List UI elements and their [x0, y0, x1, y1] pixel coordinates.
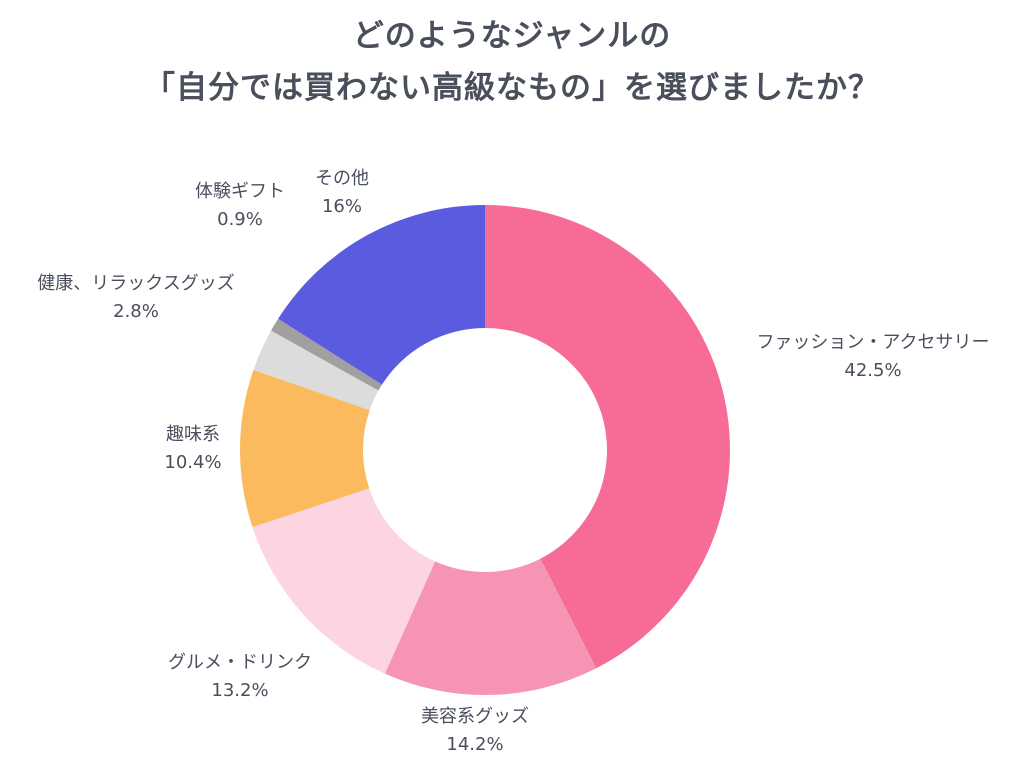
chart-title: どのようなジャンルの 「自分では買わない高級なもの」を選びましたか？: [0, 10, 1024, 114]
slice-category-label: ファッション・アクセサリー: [756, 332, 989, 353]
slice-category-label: その他: [315, 168, 369, 189]
donut-labels: ファッション・アクセサリー 42.5% 美容系グッズ 14.2% グルメ・ドリンク 13.…: [37, 168, 989, 755]
slice-category-label: 趣味系: [166, 424, 220, 445]
donut-slice-5: [253, 330, 379, 411]
slice-value-label: 2.8%: [113, 301, 159, 322]
donut-slice-1: [485, 205, 730, 669]
donut-slice-6: [271, 318, 382, 391]
slice-category-label: グルメ・ドリンク: [168, 652, 312, 673]
donut-slices: [240, 205, 730, 695]
slice-category-label: 健康、リラックスグッズ: [37, 273, 234, 294]
slice-value-label: 14.2%: [446, 734, 503, 755]
donut-slice-4: [240, 369, 370, 528]
chart-title-line-1: どのようなジャンルの: [352, 18, 672, 54]
slice-category-label: 美容系グッズ: [421, 706, 529, 727]
donut-slice-2: [384, 558, 597, 695]
slice-value-label: 16%: [322, 196, 362, 217]
slice-value-label: 13.2%: [211, 680, 268, 701]
slice-value-label: 10.4%: [164, 452, 221, 473]
slice-value-label: 42.5%: [844, 360, 901, 381]
slice-category-label: 体験ギフト: [195, 181, 285, 202]
slice-value-label: 0.9%: [217, 209, 263, 230]
donut-slice-3: [252, 488, 436, 674]
donut-slice-7: [278, 205, 485, 385]
chart-title-line-2: 「自分では買わない高級なもの」を選びましたか？: [144, 70, 880, 106]
